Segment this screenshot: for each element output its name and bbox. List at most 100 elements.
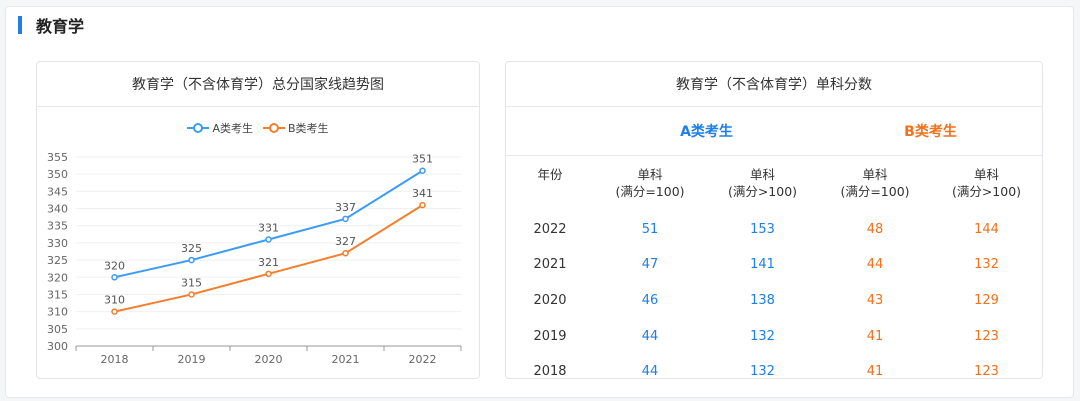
cell-a2: 153 (750, 221, 775, 237)
data-point (342, 249, 349, 257)
header-year: 年份 (537, 167, 563, 182)
data-label: 310 (104, 294, 125, 307)
y-tick-label: 310 (47, 306, 68, 319)
y-tick-label: 325 (47, 254, 68, 267)
cell-year: 2018 (533, 364, 567, 380)
legend-line-icon-b (262, 123, 285, 133)
y-tick-label: 345 (47, 185, 68, 198)
cell-b2: 123 (974, 364, 999, 380)
cell-b1: 41 (866, 328, 884, 344)
cell-a2: 132 (750, 328, 775, 344)
data-label: 325 (181, 242, 202, 255)
group-header-empty (506, 107, 594, 156)
data-label: 337 (335, 201, 356, 214)
header-line2: (满分>100) (727, 184, 798, 199)
x-tick-label: 2022 (409, 353, 437, 366)
header-line1: 单科 (973, 167, 999, 182)
legend-label-a: A类考生 (212, 122, 253, 135)
y-tick-label: 335 (47, 220, 68, 233)
y-tick-label: 305 (47, 323, 68, 336)
y-tick-label: 330 (47, 237, 68, 250)
data-label: 315 (181, 276, 202, 289)
data-point (342, 215, 349, 223)
group-header-b: B类考生 (819, 107, 1042, 156)
y-tick-label: 315 (47, 288, 68, 301)
cell-a1: 46 (641, 292, 659, 308)
cell-b2: 129 (974, 292, 999, 308)
section-header: 教育学 (18, 14, 84, 36)
table-row: 2019 44 132 41 123 (506, 318, 1042, 354)
table-row: 2018 44 132 41 123 (506, 354, 1042, 390)
header-b-col1: 单科 (满分=100) (819, 156, 931, 212)
header-line1: 单科 (749, 167, 775, 182)
table-row: 2020 46 138 43 129 (506, 283, 1042, 319)
header-b-col2: 单科 (满分>100) (931, 156, 1042, 212)
chart-card-title: 教育学（不含体育学）总分国家线趋势图 (37, 62, 479, 107)
table-row: 2021 47 141 44 132 (506, 247, 1042, 283)
legend-label-b: B类考生 (287, 122, 329, 135)
y-tick-label: 355 (47, 151, 68, 164)
data-point (111, 274, 118, 281)
x-tick-label: 2018 (101, 353, 129, 366)
legend-item-b[interactable]: B类考生 (262, 120, 329, 136)
cell-a2: 141 (750, 257, 775, 273)
data-label: 321 (258, 256, 279, 269)
line-chart: 300 305 310 315 320 325 330 335 340 345 350 355 2018… (47, 151, 462, 366)
group-header-a: A类考生 (594, 107, 819, 156)
cell-b2: 144 (974, 221, 999, 237)
x-tick-label: 2020 (255, 353, 283, 366)
table-card-title: 教育学（不含体育学）单科分数 (506, 62, 1042, 107)
y-tick-label: 340 (47, 203, 68, 216)
trend-chart-card: 教育学（不含体育学）总分国家线趋势图 A类考生 B类考生 300 305 310 31… (36, 61, 480, 379)
data-label: 341 (412, 187, 433, 200)
cell-year: 2020 (533, 292, 567, 308)
section-accent-bar (18, 16, 22, 34)
data-point (111, 308, 118, 315)
cell-a2: 138 (750, 292, 775, 308)
cell-a1: 44 (641, 328, 659, 344)
group-header-row: A类考生 B类考生 (506, 107, 1042, 156)
x-tick-label: 2021 (332, 353, 360, 366)
data-label: 320 (104, 259, 125, 272)
cell-b1: 48 (866, 221, 884, 237)
cell-a2: 132 (750, 364, 775, 380)
data-label: 331 (258, 221, 279, 234)
cell-a1: 51 (641, 221, 659, 237)
cell-a1: 44 (641, 364, 659, 380)
cell-year: 2019 (533, 328, 567, 344)
data-point (188, 291, 195, 298)
header-line2: (满分=100) (840, 184, 910, 199)
data-point (419, 201, 426, 209)
cell-a1: 47 (641, 257, 659, 273)
data-point (265, 236, 272, 243)
header-line1: 单科 (862, 167, 888, 182)
y-tick-label: 320 (47, 271, 68, 284)
data-label: 327 (335, 235, 356, 248)
table-row: 2022 51 153 48 144 (506, 212, 1042, 248)
header-line1: 单科 (637, 167, 663, 182)
column-header-row: 年份 单科 (满分=100) 单科 (满分>100) 单科 (满分=100) 单科 (满… (506, 156, 1042, 212)
header-line2: (满分>100) (951, 184, 1022, 199)
legend-line-icon-a (187, 123, 210, 133)
cell-year: 2021 (533, 257, 567, 273)
cell-b1: 41 (866, 364, 884, 380)
x-tick-label: 2019 (178, 353, 206, 366)
score-table-card: 教育学（不含体育学）单科分数 A类考生 B类考生 年份 单科 (满分=100) 单… (505, 61, 1043, 379)
score-table: A类考生 B类考生 年份 单科 (满分=100) 单科 (满分>100) 单科 (满分… (506, 107, 1042, 389)
header-line2: (满分=100) (615, 184, 685, 199)
data-point (265, 270, 272, 278)
cell-b1: 44 (866, 257, 884, 273)
chart-legend: A类考生 B类考生 (37, 120, 479, 136)
header-a-col1: 单科 (满分=100) (594, 156, 706, 212)
legend-item-a[interactable]: A类考生 (187, 120, 253, 136)
y-tick-label: 300 (47, 340, 68, 353)
data-label: 351 (412, 153, 433, 166)
data-point (419, 167, 426, 174)
header-a-col2: 单科 (满分>100) (706, 156, 819, 212)
section-title: 教育学 (36, 17, 85, 36)
data-point (188, 256, 195, 264)
y-tick-label: 350 (47, 168, 68, 181)
cell-b2: 123 (974, 328, 999, 344)
cell-b1: 43 (866, 292, 884, 308)
cell-year: 2022 (533, 221, 567, 237)
